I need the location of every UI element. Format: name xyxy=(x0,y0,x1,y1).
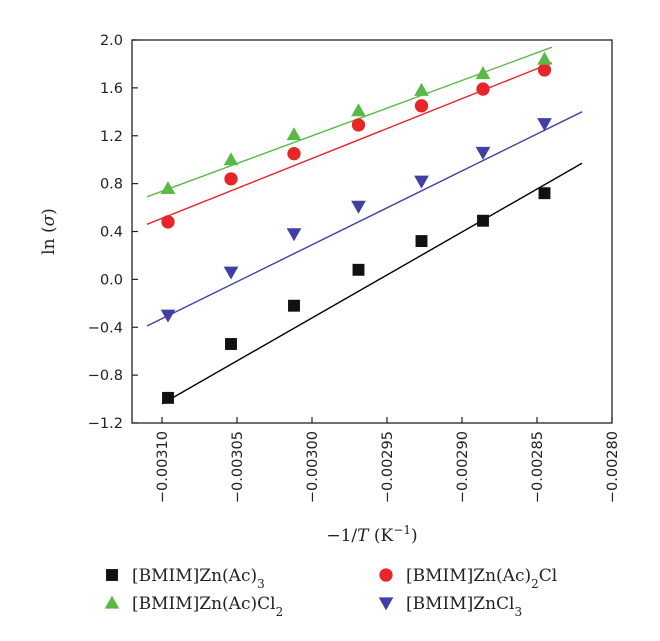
data-point xyxy=(352,263,365,276)
data-point xyxy=(223,266,239,280)
data-point xyxy=(162,391,174,404)
data-point xyxy=(414,82,429,96)
x-tick-label: −0.00295 xyxy=(380,431,396,503)
data-point xyxy=(414,99,429,113)
x-tick-label: −0.00305 xyxy=(230,431,246,503)
y-axis-title: ln (σ) xyxy=(39,208,59,255)
plot-area xyxy=(131,39,613,424)
x-tick-label: −0.00300 xyxy=(305,431,321,503)
x-tick-label: −0.00285 xyxy=(530,431,546,503)
data-point xyxy=(223,152,239,166)
data-point xyxy=(225,338,237,350)
data-point xyxy=(537,51,552,65)
fit-lines xyxy=(146,46,583,405)
legend-item: [BMIM]Zn(Ac)2Cl xyxy=(379,566,557,591)
data-point xyxy=(475,66,491,80)
legend-label: [BMIM]Zn(Ac)3 xyxy=(132,566,265,591)
y-tick-label: 1.6 xyxy=(100,81,123,97)
legend-label: [BMIM]ZnCl3 xyxy=(406,594,522,619)
y-axis: −1.2 −0.8 −0.4 0.0 0.4 0.8 1.2 1.6 2.0 xyxy=(88,33,138,432)
data-point xyxy=(286,127,302,141)
data-point xyxy=(287,147,301,161)
data-point xyxy=(160,309,176,323)
data-point xyxy=(537,63,552,77)
data-point xyxy=(351,200,366,214)
data-point xyxy=(351,118,366,132)
legend-marker xyxy=(104,595,120,609)
y-tick-label: −1.2 xyxy=(88,416,123,432)
plot-frame xyxy=(131,39,613,424)
data-point xyxy=(415,235,428,248)
y-tick-label: 2.0 xyxy=(100,33,123,49)
data-point xyxy=(161,215,175,229)
legend-marker xyxy=(378,597,394,611)
fit-line xyxy=(146,46,553,198)
data-point xyxy=(288,299,300,312)
legend-marker xyxy=(106,569,118,581)
fit-line xyxy=(146,111,583,327)
legend-marker xyxy=(379,568,393,582)
data-point xyxy=(538,187,551,200)
y-tick-label: −0.4 xyxy=(88,320,123,336)
legend-label: [BMIM]Zn(Ac)Cl2 xyxy=(132,594,283,619)
x-axis: −0.00310 −0.00305 −0.00300 −0.00295 −0.00290… xyxy=(155,417,621,503)
legend-item: [BMIM]ZnCl3 xyxy=(378,594,522,619)
y-tick-label: −0.8 xyxy=(88,368,123,384)
data-point xyxy=(475,146,491,160)
fit-line xyxy=(161,162,583,405)
data-point xyxy=(286,228,302,242)
data-point xyxy=(160,181,176,195)
fit-line xyxy=(146,62,553,225)
data-point xyxy=(224,172,238,186)
y-tick-label: 0.0 xyxy=(100,272,123,288)
data-point xyxy=(537,118,552,132)
data-point xyxy=(476,82,490,96)
data-markers xyxy=(160,51,552,404)
x-tick-label: −0.00310 xyxy=(155,431,171,503)
data-point xyxy=(414,175,429,189)
legend-item: [BMIM]Zn(Ac)Cl2 xyxy=(104,594,283,619)
data-point xyxy=(351,103,366,117)
x-tick-label: −0.00290 xyxy=(455,431,471,503)
x-tick-label: −0.00280 xyxy=(605,431,621,503)
y-tick-label: 1.2 xyxy=(100,129,123,145)
y-tick-label: 0.4 xyxy=(100,225,123,241)
y-tick-label: 0.8 xyxy=(100,177,123,193)
legend-item: [BMIM]Zn(Ac)3 xyxy=(106,566,265,591)
legend: [BMIM]Zn(Ac)3 [BMIM]Zn(Ac)Cl2 [BMIM]Zn(Ac)… xyxy=(104,566,557,619)
x-axis-title: −1/T (K−1) xyxy=(326,523,417,546)
data-point xyxy=(477,214,489,227)
legend-label: [BMIM]Zn(Ac)2Cl xyxy=(406,566,557,591)
